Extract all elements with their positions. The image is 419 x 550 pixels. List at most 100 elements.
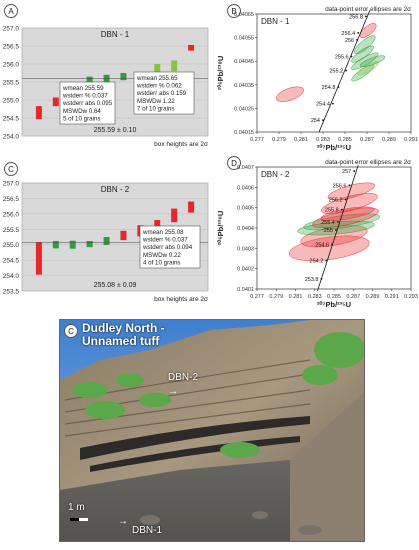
footnote: box heights are 2σ: [154, 141, 208, 148]
grain-box: [69, 240, 76, 249]
concordia-age-label: 256: [345, 38, 354, 44]
footnote: box heights are 2σ: [154, 296, 208, 303]
y-tick-label: 257.0: [3, 181, 20, 188]
error-ellipse: [359, 55, 386, 67]
stats-line: wstderr % 0.037: [142, 237, 188, 244]
y-tick-label: 0.04035: [234, 83, 254, 89]
concordia-tick: [350, 55, 353, 58]
concordia-tick: [331, 243, 333, 246]
stats-line: 7 of 10 grains: [137, 105, 175, 112]
concordia-tick: [365, 15, 367, 18]
panel-b: B data-point error ellipses are 2σ DBN - …: [215, 0, 419, 153]
tag-dbn1: DBN-1: [132, 525, 163, 536]
grain-box: [188, 44, 195, 51]
concordia-age-label: 255: [324, 228, 333, 234]
panel-label-d: D: [227, 156, 241, 170]
x-tick-label: 0.293: [404, 294, 418, 300]
y-axis-label: ²⁰⁶Pb/²³⁸U: [216, 211, 225, 246]
y-tick-label: 254.0: [3, 134, 20, 141]
y-tick-label: 254.5: [3, 258, 20, 265]
y-tick-label: 254.5: [3, 116, 20, 123]
x-axis-label: ²⁰⁷Pb/²³⁵U: [317, 300, 351, 309]
concordia-curve: [317, 164, 359, 291]
concordia-tick: [322, 119, 324, 122]
stats-line: MSWDw 1.22: [137, 98, 175, 105]
grain-box: [35, 106, 42, 120]
chart-title: DBN - 1: [101, 30, 130, 39]
y-tick-label: 256.0: [3, 211, 20, 218]
plot-area: [256, 166, 412, 290]
error-ellipse: [297, 220, 375, 236]
x-tick-label: 0.281: [289, 294, 303, 300]
outcrop-photo: C Dudley North - Unnamed tuff DBN-2 → → …: [59, 319, 365, 542]
y-tick-label: 255.0: [3, 98, 20, 105]
y-tick-label: 0.04025: [234, 106, 254, 112]
grain-box: [103, 237, 110, 246]
error-ellipse: [359, 23, 377, 38]
stats-box: [59, 81, 116, 125]
stats-line: wmean 255.08: [142, 229, 184, 236]
y-axis-label: ²⁰⁶Pb/²³⁸U: [216, 56, 225, 91]
stats-box: [139, 225, 201, 269]
x-tick-label: 0.287: [346, 294, 360, 300]
stats-line: MSWDw 0.64: [63, 108, 101, 115]
stats-line: wstderr % 0.037: [62, 93, 108, 100]
y-tick-label: 0.04045: [234, 59, 254, 65]
weighted-mean-chart-dbn1: 254.0 254.5 255.0 255.5 256.0 256.5 257.0 DBN -…: [3, 26, 209, 148]
chart-header: data-point error ellipses are 2σ: [325, 159, 411, 166]
x-axis-label: ²⁰⁷Pb/²³⁵U: [317, 143, 351, 152]
concordia-tick: [337, 86, 340, 89]
concordia-tick: [332, 102, 334, 105]
concordia-chart-dbn2: data-point error ellipses are 2σ DBN - 2 0…: [216, 159, 418, 309]
x-tick-label: 0.283: [316, 137, 330, 143]
x-tick-label: 0.277: [250, 294, 264, 300]
stats-line: 4 of 10 grains: [143, 259, 181, 266]
plot-area: [256, 13, 412, 133]
grain-box: [120, 73, 127, 81]
summary-age: 255.59 ± 0.10: [94, 127, 137, 134]
panel-label-a: A: [4, 4, 18, 18]
stats-line: wstderr % 0.062: [136, 83, 182, 90]
y-tick-label: 256.5: [3, 44, 20, 51]
grain-box: [120, 230, 127, 241]
arrow-dbn2: →: [168, 386, 178, 397]
panel-c: C 253.5 254.0 254.5 255.0 255.5 256.0 256.5 257…: [0, 158, 215, 306]
stats-line: MSWDw 0.22: [143, 252, 181, 259]
concordia-tick: [356, 39, 358, 41]
concordia-tick: [345, 69, 347, 72]
y-tick-label: 0.04015: [234, 130, 254, 136]
y-tick-label: 0.0406: [237, 185, 254, 191]
x-tick-label: 0.289: [382, 137, 396, 143]
x-tick-label: 0.285: [338, 137, 352, 143]
grain-box: [103, 74, 110, 82]
y-tick-label: 0.04055: [234, 36, 254, 42]
stats-line: wmean 255.59: [62, 85, 104, 92]
y-tick-label: 256.5: [3, 196, 20, 203]
x-tick-label: 0.279: [272, 137, 286, 143]
concordia-tick: [325, 259, 328, 262]
x-tick-label: 0.291: [404, 137, 418, 143]
grain-box: [52, 241, 59, 249]
concordia-age-label: 254.8: [322, 85, 336, 91]
y-tick-label: 0.0405: [237, 206, 254, 212]
plot-area: [21, 182, 209, 292]
concordia-age-label: 255.2: [329, 69, 343, 75]
concordia-age-label: 255.6: [335, 54, 349, 60]
concordia-age-label: 255.8: [325, 208, 339, 214]
concordia-tick: [348, 184, 351, 187]
stats-box: [133, 71, 195, 115]
stats-line: wstderr abs 0.159: [136, 90, 187, 97]
error-ellipse: [312, 207, 379, 229]
error-ellipse: [354, 35, 376, 55]
concordia-age-label: 253.8: [305, 277, 319, 283]
photo-title-line2: Unnamed tuff: [82, 334, 160, 348]
chart-title: DBN - 2: [261, 170, 290, 179]
summary-age: 255.08 ± 0.09: [94, 282, 137, 289]
x-tick-label: 0.285: [327, 294, 341, 300]
grain-box: [188, 201, 195, 213]
error-ellipse: [303, 213, 381, 231]
photo-label: C: [64, 324, 78, 338]
y-tick-label: 0.0404: [237, 226, 254, 232]
concordia-tick: [336, 221, 339, 223]
x-tick-label: 0.281: [294, 137, 308, 143]
